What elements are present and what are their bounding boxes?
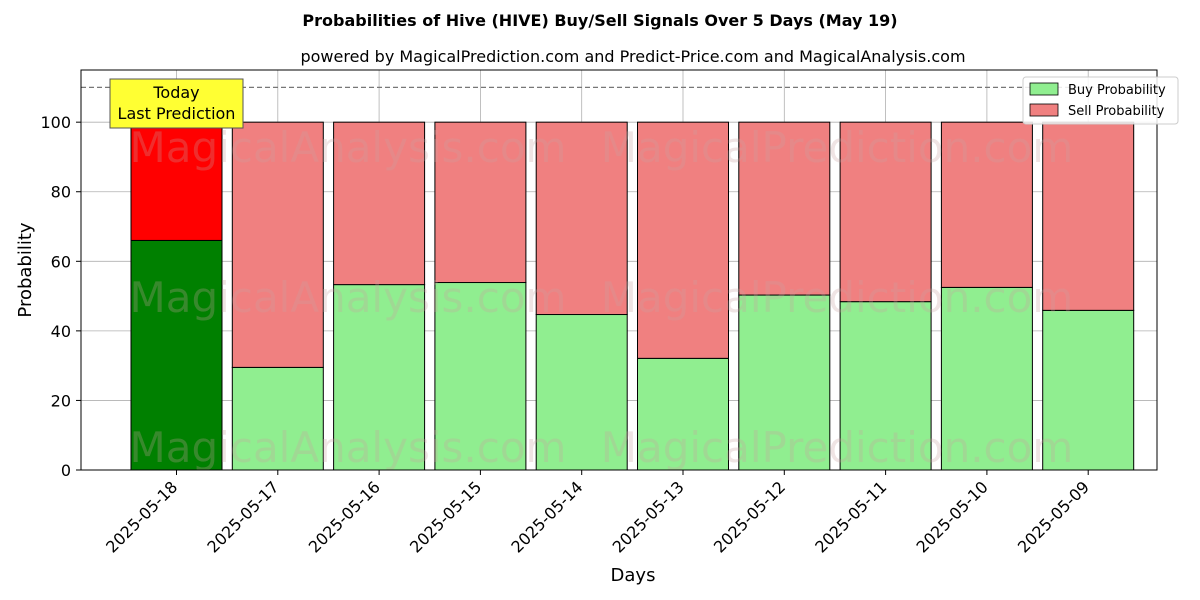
legend-swatch-sell [1029, 103, 1059, 117]
x-tick-label: 2025-05-13 [609, 477, 688, 556]
bar-buy [130, 239, 223, 471]
bar-sell [738, 121, 831, 296]
chart-subtitle: powered by MagicalPrediction.com and Pre… [300, 47, 965, 66]
bar-buy [738, 294, 831, 471]
bar-sell [535, 121, 628, 316]
y-axis-label: Probability [15, 222, 36, 317]
x-tick-label: 2025-05-09 [1014, 477, 1093, 556]
plot-frame [80, 69, 1158, 471]
annotation-background [109, 78, 244, 129]
x-axis-label: Days [611, 565, 656, 586]
x-tick-label: 2025-05-11 [811, 477, 890, 556]
y-tick-label: 40 [51, 322, 71, 341]
bar-buy [637, 357, 729, 471]
watermarks: MagicalAnalysis.com MagicalPrediction.com… [130, 123, 1074, 472]
legend-swatch-buy [1029, 82, 1059, 96]
bars [130, 121, 1135, 471]
y-tick-label: 100 [40, 113, 71, 132]
x-tick-label: 2025-05-12 [710, 477, 789, 556]
x-axis: 2025-05-18 2025-05-17 2025-05-16 2025-05-15… [102, 470, 1093, 557]
watermark-text: MagicalAnalysis.com [130, 423, 567, 472]
x-tick-label: 2025-05-17 [203, 477, 282, 556]
watermark-text: MagicalPrediction.com [601, 423, 1074, 472]
annotation-box: Today Last Prediction [109, 78, 244, 129]
x-tick-label: 2025-05-16 [305, 477, 384, 556]
x-tick-label: 2025-05-14 [507, 477, 586, 556]
bar-buy [434, 282, 527, 471]
y-tick-label: 0 [61, 461, 71, 480]
x-tick-label: 2025-05-15 [406, 477, 485, 556]
bar-sell [1042, 121, 1135, 311]
y-tick-label: 80 [51, 183, 71, 202]
watermark-text: MagicalAnalysis.com [130, 123, 567, 172]
watermark-text: MagicalPrediction.com [601, 273, 1074, 322]
bar-buy [535, 314, 628, 471]
y-axis: 0 20 40 60 80 100 [40, 113, 81, 480]
bar-sell [130, 121, 223, 241]
legend-box [1022, 76, 1179, 125]
x-tick-label: 2025-05-18 [102, 477, 181, 556]
legend-label-buy: Buy Probability [1068, 83, 1166, 98]
annotation-line-1: Today [152, 83, 199, 102]
bar-sell [637, 121, 729, 359]
bar-buy [333, 284, 426, 471]
bar-sell [434, 121, 527, 284]
y-tick-label: 20 [51, 391, 71, 410]
watermark-text: MagicalAnalysis.com [130, 273, 567, 322]
watermark-text: MagicalPrediction.com [601, 123, 1074, 172]
legend: Buy Probability Sell Probability [1022, 76, 1179, 125]
chart-title: Probabilities of Hive (HIVE) Buy/Sell Si… [302, 11, 897, 30]
bar-sell [940, 121, 1033, 288]
bar-buy [940, 286, 1033, 471]
bar-buy [839, 301, 932, 471]
legend-label-sell: Sell Probability [1068, 104, 1165, 119]
bar-sell [231, 121, 324, 368]
annotation-line-2: Last Prediction [118, 104, 236, 123]
bar-sell [839, 121, 932, 303]
bar-buy [1042, 309, 1135, 471]
x-tick-label: 2025-05-10 [913, 477, 992, 556]
y-tick-label: 60 [51, 252, 71, 271]
bar-sell [333, 121, 426, 286]
